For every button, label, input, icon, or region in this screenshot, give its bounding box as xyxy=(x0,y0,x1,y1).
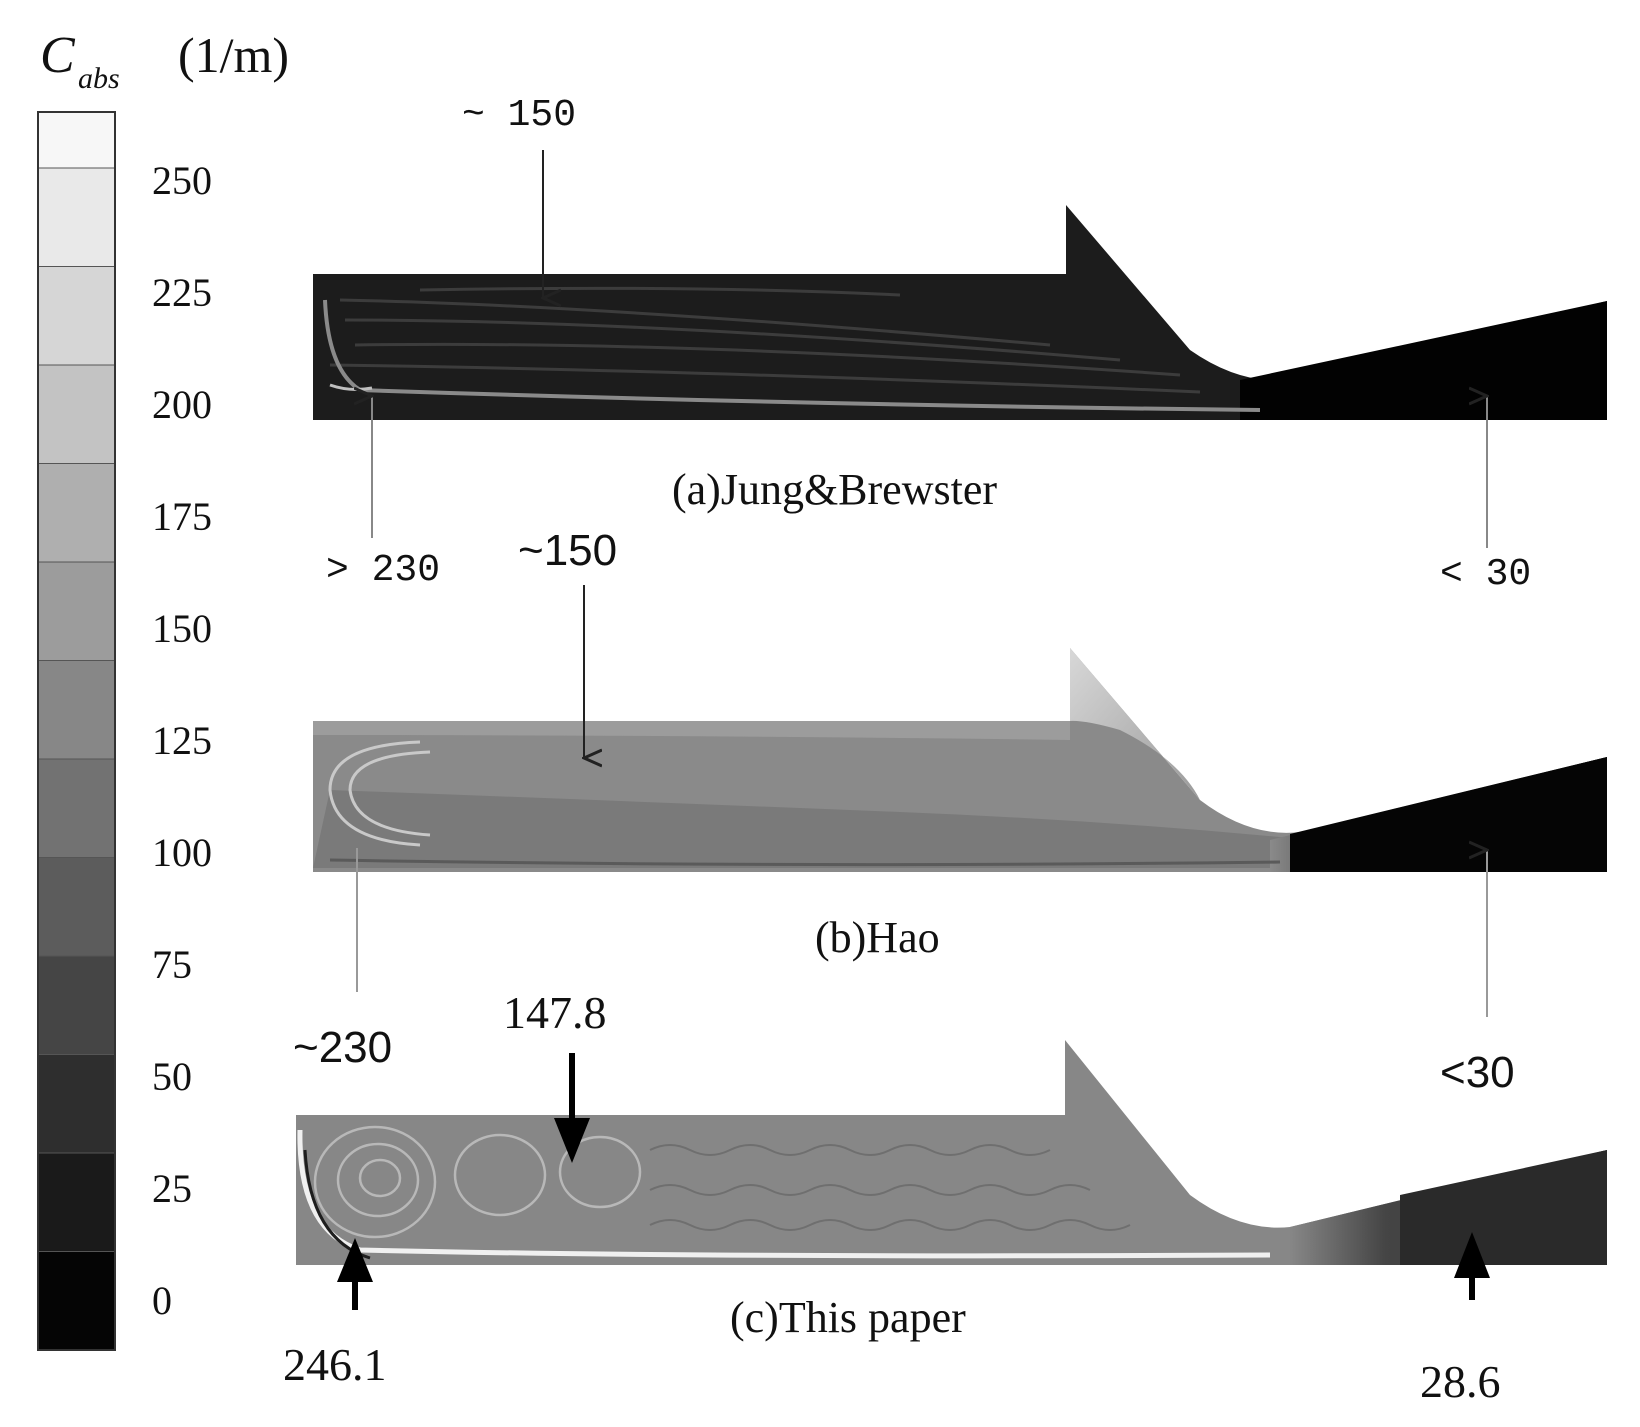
colorbar-tick-175: 175 xyxy=(152,494,212,539)
colorbar-tick-125: 125 xyxy=(152,718,212,763)
colorbar-band xyxy=(37,955,116,1056)
colorbar-band xyxy=(37,111,116,169)
panel-b-rings xyxy=(328,740,1281,867)
colorbar-band xyxy=(37,1251,116,1351)
panel-c-domain xyxy=(296,1040,1607,1265)
colorbar-tick-50: 50 xyxy=(152,1054,192,1099)
panel-b: ~150 (b)Hao ~230 <30 xyxy=(293,526,1607,1097)
colorbar-tick-250: 250 xyxy=(152,158,212,203)
panel-c-label-top: 147.8 xyxy=(503,987,607,1038)
colorbar-tick-150: 150 xyxy=(152,606,212,651)
panel-b-top-band xyxy=(313,721,1070,740)
colorbar-subscript: abs xyxy=(78,62,120,95)
panel-a-label-top: ~ 150 xyxy=(462,94,576,137)
panel-c-rings xyxy=(313,1125,642,1239)
panel-a-label-right: < 30 xyxy=(1440,553,1531,596)
colorbar-tick-75: 75 xyxy=(152,942,192,987)
colorbar-band xyxy=(37,660,116,760)
colorbar-tick-0: 0 xyxy=(152,1278,172,1323)
panel-c-arrow-right-head xyxy=(1454,1232,1490,1278)
panel-b-label-left: ~230 xyxy=(293,1023,392,1072)
colorbar-band xyxy=(37,1054,116,1154)
panel-a-hot-edge xyxy=(323,299,1261,412)
panel-c-label-right: 28.6 xyxy=(1420,1356,1501,1407)
panel-b-label-right: <30 xyxy=(1440,1048,1515,1097)
panel-c-outlet-dark xyxy=(1400,1150,1607,1265)
panel-c-hot-edge xyxy=(297,1129,1271,1259)
colorbar-tick-25: 25 xyxy=(152,1166,192,1211)
panel-c: 147.8 (c)This paper 246.1 28.6 xyxy=(283,987,1607,1407)
colorbar-tick-225: 225 xyxy=(152,270,212,315)
colorbar-band xyxy=(37,758,116,859)
colorbar-band xyxy=(37,857,116,957)
colorbar-ticks: 250 225 200 175 150 125 100 75 50 25 0 xyxy=(152,158,212,1323)
panel-a-outlet xyxy=(1240,301,1607,420)
colorbar-tick-100: 100 xyxy=(152,830,212,875)
colorbar-band xyxy=(37,463,116,563)
panel-a-domain xyxy=(313,205,1607,420)
colorbar-tick-200: 200 xyxy=(152,382,212,427)
panel-a-caption: (a)Jung&Brewster xyxy=(672,465,997,514)
panel-b-caption: (b)Hao xyxy=(815,913,940,962)
panel-b-mid-band xyxy=(313,790,1290,868)
colorbar-band xyxy=(37,1152,116,1253)
colorbar-unit: (1/m) xyxy=(178,27,289,83)
panel-a-streaks xyxy=(329,286,1201,394)
panel-c-arrow-top-head xyxy=(554,1118,590,1163)
panel-b-label-top: ~150 xyxy=(518,526,617,575)
colorbar-bands xyxy=(37,111,116,1351)
panel-a: ~ 150 (a)Jung&Brewster > 230 < 30 xyxy=(313,94,1607,596)
panel-c-label-left: 246.1 xyxy=(283,1339,387,1390)
panel-c-caption: (c)This paper xyxy=(730,1293,966,1342)
colorbar-band xyxy=(37,561,116,662)
panel-c-arrow-left-head xyxy=(337,1238,373,1282)
panel-c-eddies xyxy=(649,1144,1131,1231)
colorbar-frame xyxy=(37,111,116,1351)
colorbar-band xyxy=(37,266,116,366)
panel-b-outlet-dark xyxy=(1290,757,1607,872)
colorbar: C abs (1/m) 250 225 200 175 150 125 100 … xyxy=(37,27,289,1351)
colorbar-band xyxy=(37,364,116,465)
colorbar-band xyxy=(37,167,116,268)
panel-b-wedge xyxy=(1070,648,1200,800)
panel-a-label-left: > 230 xyxy=(326,549,440,592)
colorbar-symbol: C xyxy=(40,27,76,84)
